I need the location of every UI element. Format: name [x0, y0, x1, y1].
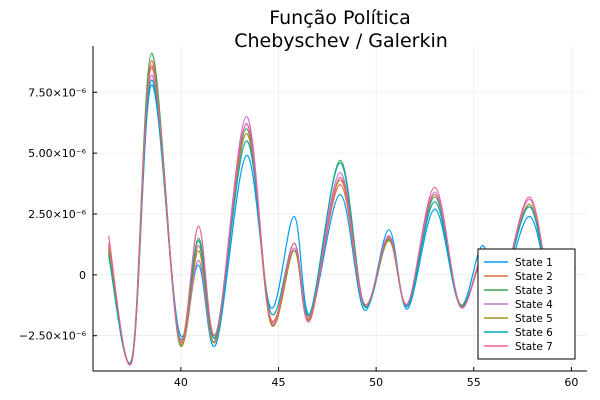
y-tick-label: 2.50×10⁻⁶ — [28, 208, 87, 221]
chart-title-line-1: Função Política — [269, 7, 411, 29]
y-tick-label: 7.50×10⁻⁶ — [28, 86, 87, 99]
legend-label: State 6 — [515, 327, 553, 339]
tick-labels: 40 45 50 55 60 −2.50×10⁻⁶ 0 2.50×10⁻⁶ 5.00×10⁻⁶ 7… — [19, 86, 579, 389]
chart-title-line-2: Chebyschev / Galerkin — [234, 30, 448, 52]
legend-label: State 5 — [515, 313, 553, 325]
y-tick-label: 0 — [79, 269, 86, 282]
y-tick-label: 5.00×10⁻⁶ — [28, 147, 87, 160]
y-tick-label: −2.50×10⁻⁶ — [19, 330, 87, 343]
x-tick-label: 55 — [467, 376, 481, 389]
x-tick-label: 45 — [271, 376, 285, 389]
legend-label: State 1 — [515, 257, 553, 269]
x-tick-label: 60 — [564, 376, 578, 389]
legend-label: State 3 — [515, 285, 553, 297]
x-tick-label: 50 — [369, 376, 383, 389]
axes — [92, 46, 587, 372]
legend-label: State 7 — [515, 341, 553, 353]
legend-label: State 2 — [515, 271, 553, 283]
legend: State 1 State 2 State 3 State 4 State 5 State… — [477, 248, 576, 360]
legend-label: State 4 — [515, 299, 553, 311]
x-tick-label: 40 — [174, 376, 188, 389]
